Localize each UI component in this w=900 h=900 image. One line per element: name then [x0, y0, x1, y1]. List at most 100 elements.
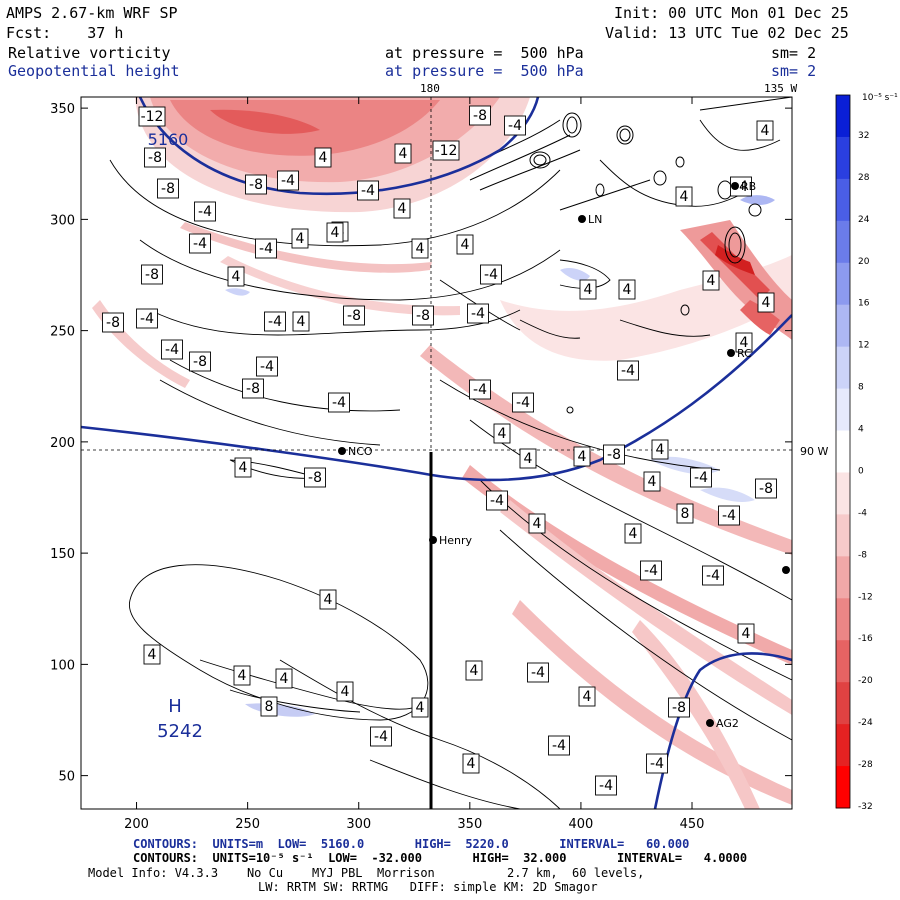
contour-label-15: -8: [412, 305, 434, 326]
contour-label-54: 4: [319, 589, 337, 610]
station-marker-edge: [782, 566, 790, 574]
contour-label-29: 4: [757, 292, 775, 313]
contour-label-10: -8: [242, 378, 264, 399]
station-marker-henry: [429, 536, 437, 544]
height-contour-label: 5160: [148, 130, 189, 149]
smooth1-label: sm= 2: [771, 44, 817, 62]
colorbar-swatch-3: [836, 220, 850, 264]
contour-label-text-5: -8: [145, 267, 159, 283]
station-label-henry: Henry: [439, 534, 473, 547]
contour-label-11: -4: [256, 356, 278, 377]
contour-label-text-16: -4: [471, 306, 485, 322]
init-time: Init: 00 UTC Mon 01 Dec 25: [614, 4, 849, 22]
colorbar-swatch-13: [836, 640, 850, 683]
contour-label-74: -4: [357, 180, 379, 201]
colorbar-label-10: -8: [858, 550, 867, 560]
colorbar-swatch-15: [836, 724, 850, 767]
contour-label-12: -4: [264, 311, 286, 332]
contour-label-text-72: -8: [473, 108, 487, 124]
contour-label-text-21: 4: [416, 241, 425, 257]
colorbar-label-14: -24: [858, 718, 873, 728]
y-tick-label-6: 350: [50, 102, 75, 117]
contour-label-text-67: -4: [599, 778, 613, 794]
contour-label-58: 8: [260, 696, 278, 717]
contour-label-text-60: 4: [416, 700, 425, 716]
contour-label-56: 4: [233, 665, 251, 686]
contour-label-61: -4: [370, 726, 392, 747]
contour-label-46: 4: [624, 523, 642, 544]
contour-label-24: 4: [579, 279, 597, 300]
contour-label-text-22: 4: [461, 237, 470, 253]
lon-top-label: 180: [420, 82, 440, 95]
colorbar-swatch-11: [836, 556, 850, 599]
reference-lines: [81, 97, 792, 451]
contour-label-text-7: -4: [140, 311, 154, 327]
contour-label-62: 4: [465, 660, 483, 681]
contour-label-text-29: 4: [762, 295, 771, 311]
y-tick-label-2: 150: [50, 547, 75, 562]
contour-label-49: 4: [737, 623, 755, 644]
contour-label-text-79: 4: [319, 150, 328, 166]
contour-label-text-19: 4: [296, 231, 305, 247]
contour-label-text-78: -4: [281, 173, 295, 189]
contour-label-text-51: -4: [332, 395, 346, 411]
contour-label-33: -4: [469, 379, 491, 400]
contour-label-text-58: 8: [265, 699, 274, 715]
contour-label-75: 4: [393, 198, 411, 219]
x-tick-label-4: 400: [569, 817, 594, 832]
contour-label-59: 4: [336, 681, 354, 702]
contour-label-text-45: 4: [533, 516, 542, 532]
contour-label-14: -8: [343, 305, 365, 326]
contour-label-34: 4: [493, 423, 511, 444]
y-tick-label-4: 250: [50, 325, 75, 340]
contour-label-text-14: -8: [347, 308, 361, 324]
contour-label-text-74: -4: [361, 183, 375, 199]
high-value: 5242: [157, 721, 203, 742]
contour-label-text-46: 4: [629, 526, 638, 542]
contour-label-77: -8: [245, 174, 267, 195]
contour-label-text-71: -12: [435, 143, 458, 159]
colorbar-swatch-7: [836, 388, 850, 432]
contour-label-35: 4: [519, 448, 537, 469]
contour-labels: -12 -8 -8 -4 -4 -8 -8 -4 -4 -8 -8 -4 -4 4 -8 -8 -4 4 -4 4 4 4…: [102, 105, 777, 796]
smooth2-label: sm= 2: [771, 62, 817, 80]
x-tick-label-1: 250: [235, 817, 260, 832]
colorbar-swatch-9: [836, 472, 850, 515]
contour-label-text-54: 4: [324, 592, 333, 608]
contour-label-67: -4: [595, 775, 617, 796]
contour-label-text-70: 4: [399, 146, 408, 162]
contour-label-text-33: -4: [473, 382, 487, 398]
station-marker-nco: [338, 447, 346, 455]
station-label-ag2: AG2: [716, 717, 739, 730]
contour-label-text-15: -8: [416, 308, 430, 324]
contour-label-text-55: 4: [148, 647, 157, 663]
contour-label-51: -4: [328, 392, 350, 413]
axes: 200 250 300 350 400 450 50 100 150 200 250 300 350: [50, 97, 792, 832]
contour-label-text-77: -8: [249, 177, 263, 193]
contour-label-text-65: 4: [467, 756, 476, 772]
colorbar-label-0: 32: [858, 131, 869, 141]
station-label-nco: NCO: [348, 445, 373, 458]
footer-height-contours: CONTOURS: UNITS=m LOW= 5160.0 HIGH= 5220…: [133, 837, 690, 851]
contour-label-text-24: 4: [584, 282, 593, 298]
contour-label-60: 4: [411, 697, 429, 718]
contour-label-73: -4: [504, 115, 526, 136]
colorbar-label-15: -28: [858, 760, 873, 770]
colorbar-label-13: -20: [858, 676, 873, 686]
contour-label-45: 4: [528, 513, 546, 534]
contour-label-text-73: -4: [508, 118, 522, 134]
colorbar-label-6: 8: [858, 383, 864, 393]
contour-label-text-30: 4: [740, 335, 749, 351]
contour-label-text-6: -8: [106, 315, 120, 331]
colorbar-swatch-16: [836, 766, 850, 809]
colorbar-label-9: -4: [858, 508, 867, 518]
contour-label-text-57: 4: [280, 671, 289, 687]
contour-label-text-39: 4: [648, 474, 657, 490]
colorbar-label-1: 28: [858, 173, 870, 183]
contour-label-16: -4: [467, 303, 489, 324]
footer-vorticity-contours: CONTOURS: UNITS=10⁻⁵ s⁻¹ LOW= -32.000 HI…: [133, 851, 748, 865]
contour-label-text-68: -8: [672, 700, 686, 716]
contour-label-72: -8: [469, 105, 491, 126]
colorbar-swatch-2: [836, 178, 850, 222]
